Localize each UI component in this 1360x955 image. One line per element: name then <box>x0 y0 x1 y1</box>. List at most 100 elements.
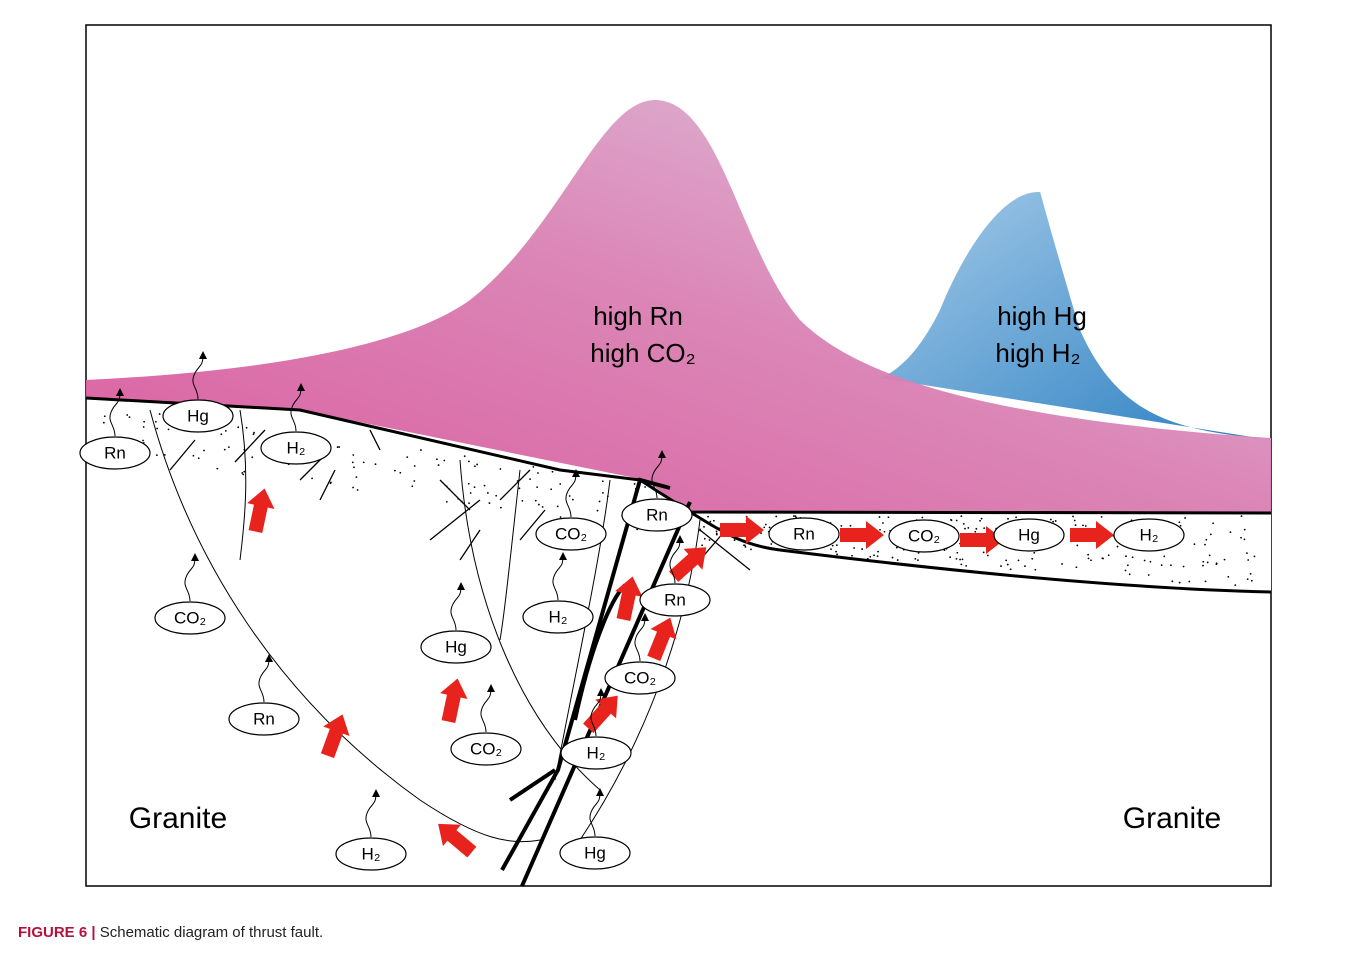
dot <box>538 504 540 506</box>
gas-label: Rn <box>793 524 815 543</box>
dot <box>436 458 438 460</box>
dot <box>363 461 365 463</box>
dot <box>155 421 157 423</box>
dot <box>129 416 131 418</box>
dot <box>840 525 842 527</box>
dot <box>559 483 561 485</box>
dot <box>956 520 958 522</box>
dot <box>1050 519 1052 521</box>
dot <box>794 515 796 517</box>
dot <box>1205 539 1207 541</box>
dot <box>1179 582 1181 584</box>
dot <box>703 526 705 528</box>
dot <box>1000 565 1002 567</box>
dot <box>1163 555 1165 557</box>
dot <box>500 507 502 509</box>
dot <box>1240 537 1242 539</box>
dot <box>1005 560 1007 562</box>
dot <box>355 476 357 478</box>
dot <box>1178 521 1180 523</box>
gas-label: Rn <box>664 590 686 609</box>
dot <box>763 527 765 529</box>
dot <box>769 527 771 529</box>
dot <box>983 527 985 529</box>
dot <box>707 516 709 518</box>
gas-label: Hg <box>1018 525 1040 544</box>
annotation: high H₂ <box>995 338 1080 368</box>
gas-label: Hg <box>187 406 209 425</box>
gas-label: CO₂ <box>624 668 656 687</box>
dot <box>1024 565 1026 567</box>
gas-label: Rn <box>104 443 126 462</box>
dot <box>487 492 489 494</box>
dot <box>394 470 396 472</box>
dot <box>330 482 332 484</box>
dot <box>243 471 245 473</box>
dot <box>967 527 969 529</box>
dot <box>251 456 253 458</box>
caption-label: FIGURE 6 | <box>18 924 96 941</box>
dot <box>1125 555 1127 557</box>
dot <box>1127 564 1129 566</box>
dot <box>832 545 834 547</box>
dot <box>537 472 539 474</box>
dot <box>499 468 501 470</box>
dot <box>1250 573 1252 575</box>
dot <box>216 468 218 470</box>
dot <box>602 492 604 494</box>
dot <box>602 480 604 482</box>
dot <box>1183 566 1185 568</box>
dot <box>1180 525 1182 527</box>
dot <box>850 525 852 527</box>
dot <box>228 446 230 448</box>
rock-label: Granite <box>129 802 227 835</box>
gas-label: Hg <box>584 843 606 862</box>
dot <box>701 544 703 546</box>
dot <box>352 454 354 456</box>
dot <box>1224 559 1226 561</box>
dot <box>337 446 339 448</box>
dot <box>357 489 359 491</box>
dot <box>750 549 752 551</box>
dot <box>399 472 401 474</box>
dot <box>951 519 953 521</box>
dot <box>979 520 981 522</box>
dot <box>446 501 448 503</box>
dot <box>987 555 989 557</box>
dot <box>532 466 534 468</box>
dot <box>709 539 711 541</box>
dot <box>143 421 145 423</box>
dot <box>1061 563 1063 565</box>
dot <box>420 449 422 451</box>
dot <box>1129 573 1131 575</box>
dot <box>892 557 894 559</box>
dot <box>1015 516 1017 518</box>
dot <box>1216 563 1218 565</box>
dot <box>1055 520 1057 522</box>
dot <box>960 563 962 565</box>
dot <box>104 415 106 417</box>
dot <box>704 538 706 540</box>
dot <box>103 422 105 424</box>
dot <box>519 487 521 489</box>
dot <box>168 429 170 431</box>
dot <box>1244 529 1246 531</box>
dot <box>1034 569 1036 571</box>
dot <box>1018 559 1020 561</box>
gas-label: Hg <box>445 637 467 656</box>
dot <box>1202 565 1204 567</box>
rock-label: Granite <box>1123 802 1221 835</box>
dot <box>959 559 961 561</box>
dot <box>1150 561 1152 563</box>
dot <box>476 464 478 466</box>
dot <box>634 483 636 485</box>
dot <box>406 456 408 458</box>
dot <box>241 472 243 474</box>
dot <box>193 455 195 457</box>
dot <box>414 465 416 467</box>
dot <box>1132 556 1134 558</box>
dot <box>143 426 145 428</box>
dot <box>962 558 964 560</box>
dot <box>338 446 340 448</box>
